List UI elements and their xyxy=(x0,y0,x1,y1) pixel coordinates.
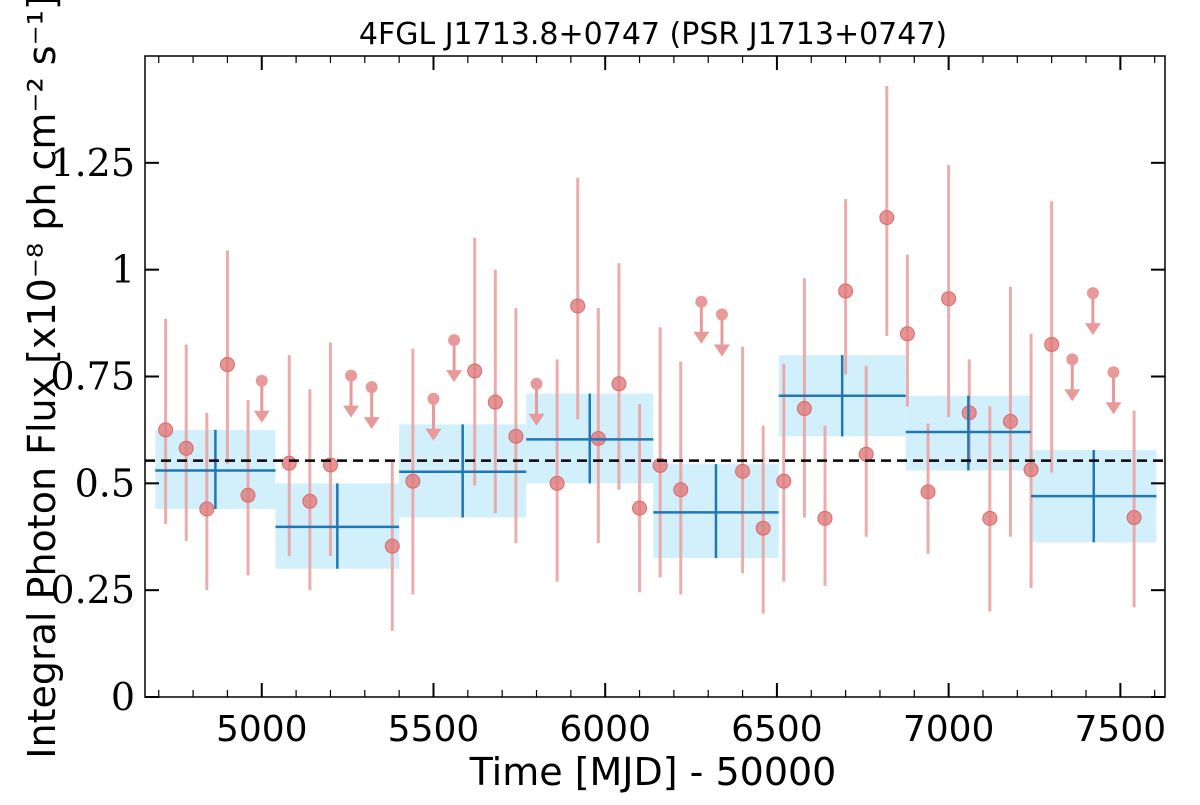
axes-layer: 5000 5500 6000 6500 7000 7500 0 0.25 0.5 0.75 1 1.2… xyxy=(50,55,1167,750)
data-point xyxy=(199,501,215,517)
y-tick-label: 0.25 xyxy=(50,568,135,612)
upper-limit-arrow xyxy=(693,331,710,344)
x-tick-label: 5500 xyxy=(388,709,480,750)
data-point xyxy=(982,510,998,526)
upper-limit-point xyxy=(1107,366,1120,379)
upper-limit-arrow xyxy=(343,405,360,418)
data-point xyxy=(467,363,483,379)
x-tick-label: 7500 xyxy=(1075,709,1167,750)
data-point xyxy=(776,473,792,489)
data-point xyxy=(570,298,586,314)
upper-limit-point xyxy=(715,308,728,321)
data-point xyxy=(508,428,524,444)
data-point xyxy=(755,520,771,536)
data-point xyxy=(549,475,565,491)
y-axis-label: Integral Photon Flux [x10⁻⁸ ph cm⁻² s⁻¹] xyxy=(20,0,64,759)
upper-limit-arrow xyxy=(425,428,442,441)
data-point xyxy=(487,394,503,410)
data-point xyxy=(281,455,297,471)
data-point xyxy=(1044,336,1060,352)
data-point xyxy=(879,210,895,226)
upper-limit-point xyxy=(255,374,268,387)
upper-limit-arrow xyxy=(713,344,730,357)
x-tick-label: 5000 xyxy=(216,709,308,750)
data-point xyxy=(240,487,256,503)
data-point xyxy=(219,357,235,373)
data-layer xyxy=(145,85,1165,631)
y-tick-label: 1.25 xyxy=(50,141,135,185)
upper-limit-point xyxy=(365,381,378,394)
upper-limit-point xyxy=(427,392,440,405)
y-tick-label: 1 xyxy=(111,248,135,292)
data-point xyxy=(1002,413,1018,429)
x-tick-label: 6000 xyxy=(559,709,651,750)
data-point xyxy=(735,463,751,479)
data-point xyxy=(178,440,194,456)
chart-title: 4FGL J1713.8+0747 (PSR J1713+0747) xyxy=(359,17,947,52)
upper-limit-point xyxy=(1086,287,1099,300)
data-point xyxy=(302,493,318,509)
data-point xyxy=(1126,510,1142,526)
data-point xyxy=(1023,462,1039,478)
data-point xyxy=(632,500,648,516)
upper-limit-arrow xyxy=(1064,389,1081,402)
data-point xyxy=(858,446,874,462)
upper-limit-point xyxy=(1066,353,1079,366)
data-point xyxy=(673,482,689,498)
upper-limit-arrow xyxy=(363,417,380,430)
data-point xyxy=(817,510,833,526)
upper-limit-arrow xyxy=(1105,402,1122,415)
upper-limit-point xyxy=(345,369,358,382)
upper-limit-arrow xyxy=(528,413,545,426)
plot-frame xyxy=(144,55,1166,698)
data-point xyxy=(384,538,400,554)
data-point xyxy=(611,376,627,392)
data-point xyxy=(899,326,915,342)
data-point xyxy=(796,401,812,417)
upper-limit-arrow xyxy=(1084,323,1101,336)
data-point xyxy=(158,422,174,438)
y-tick-label: 0 xyxy=(111,675,135,719)
x-axis-label: Time [MJD] - 50000 xyxy=(469,750,837,794)
upper-limit-point xyxy=(448,334,461,347)
data-point xyxy=(405,473,421,489)
x-tick-label: 6500 xyxy=(731,709,823,750)
x-tick-label: 7000 xyxy=(903,709,995,750)
y-tick-label: 0.5 xyxy=(75,461,135,505)
data-point xyxy=(838,283,854,299)
data-point xyxy=(941,291,957,307)
upper-limit-point xyxy=(695,295,708,308)
upper-limit-arrow xyxy=(446,370,463,383)
upper-limit-point xyxy=(530,377,543,390)
y-tick-label: 0.75 xyxy=(50,355,135,399)
data-point xyxy=(920,484,936,500)
upper-limit-arrow xyxy=(253,410,270,423)
